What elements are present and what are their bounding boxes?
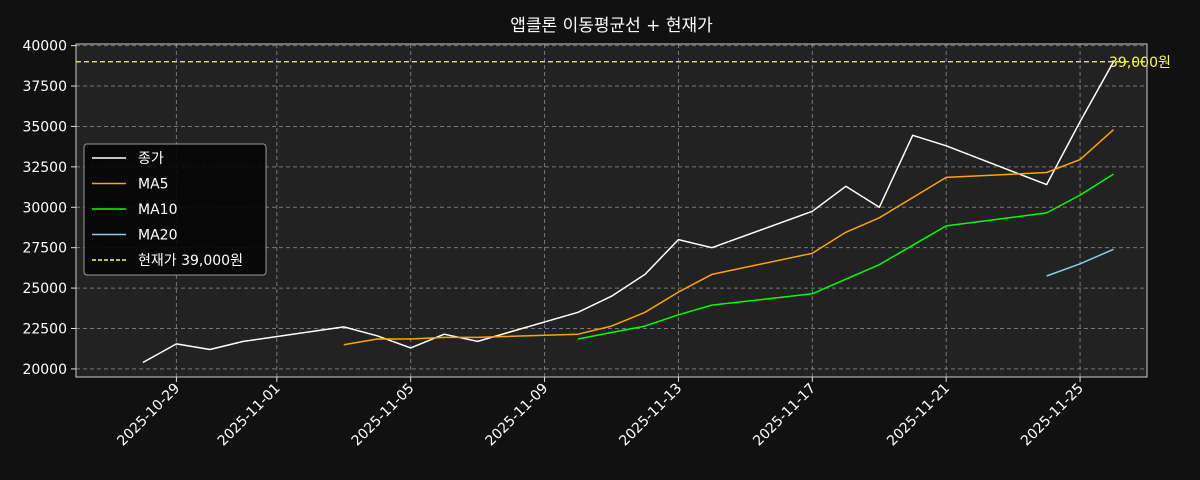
series-layer [142,61,1115,364]
y-tick-label: 22500 [22,322,67,338]
plot-frame [75,43,1148,378]
reference-line-layer: 39,000원 [76,55,1171,71]
y-tick-label: 25000 [22,281,67,297]
legend-label: MA10 [138,202,177,218]
legend-box [83,143,267,276]
y-tick-label: 30000 [22,200,67,216]
legend: 종가 MA5 MA10 MA20 현재가 39,000원 [83,143,267,276]
y-tick-label: 32500 [22,160,67,176]
series-line-종가 [142,61,1115,364]
legend-label: 종가 [138,151,164,167]
series-line-ma10 [577,173,1114,340]
y-tick-label: 20000 [22,362,67,378]
legend-label: MA5 [138,177,169,193]
y-tick-label: 37500 [22,79,67,95]
y-tick-label: 35000 [22,119,67,135]
legend-label: MA20 [138,228,177,244]
series-line-ma5 [343,129,1115,346]
series-line-ma20 [1046,248,1114,277]
chart-title: 앱클론 이동평균선 + 현재가 [510,16,713,36]
y-tick-label: 27500 [22,241,67,257]
legend-label: 현재가 39,000원 [138,253,243,269]
current-price-label: 39,000원 [1109,55,1171,71]
y-tick-label: 40000 [22,39,67,55]
